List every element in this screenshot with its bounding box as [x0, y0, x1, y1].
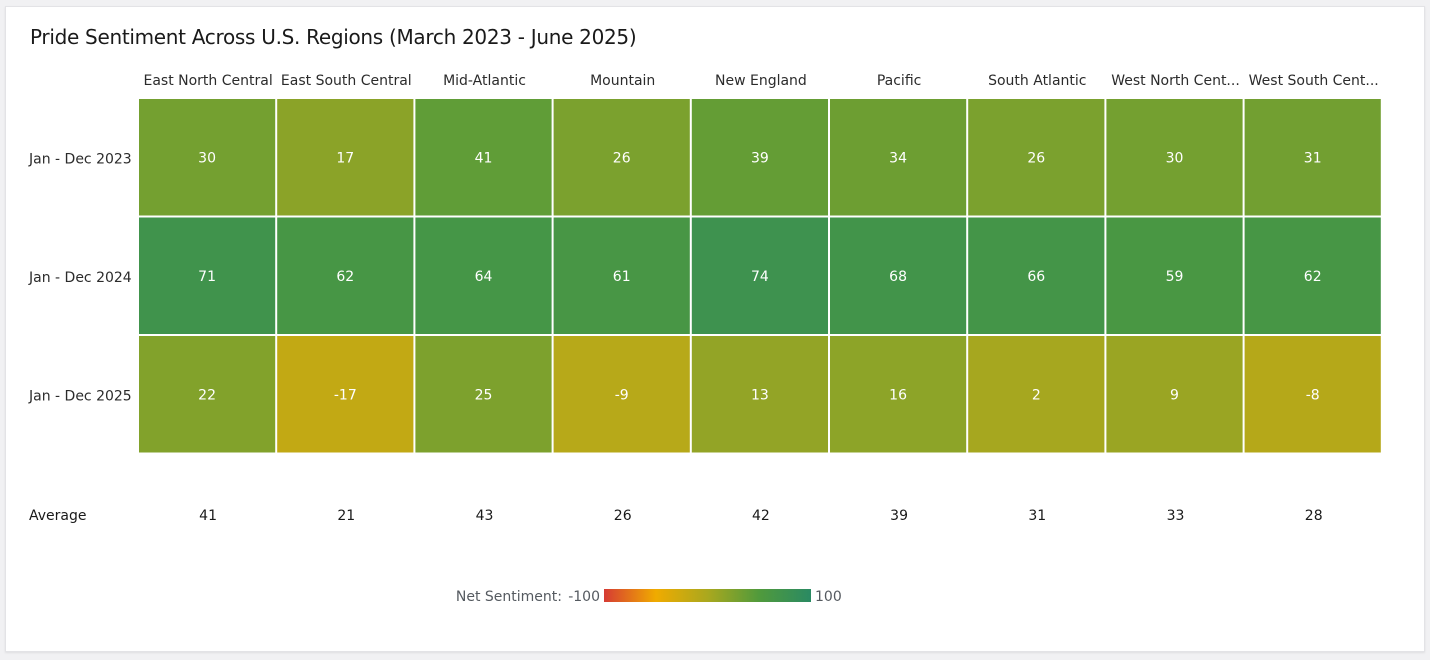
row-header: Jan - Dec 2024: [28, 270, 132, 286]
column-header: West South Cent...: [1249, 73, 1379, 89]
heatmap-cell: [691, 217, 828, 334]
cell-value: 30: [1166, 150, 1184, 166]
cell-value: -8: [1306, 387, 1320, 403]
average-value: 33: [1167, 508, 1185, 524]
heatmap-cell: [277, 217, 414, 334]
average-value: 26: [614, 508, 632, 524]
column-header: South Atlantic: [988, 73, 1086, 89]
average-label: Average: [29, 508, 87, 524]
column-header: East North Central: [143, 73, 272, 89]
cell-value: 9: [1170, 387, 1179, 403]
heatmap-cell: [277, 336, 414, 453]
heatmap-cell: [691, 99, 828, 216]
cell-value: 16: [889, 387, 907, 403]
heatmap-cell: [968, 99, 1105, 216]
cell-value: 31: [1304, 150, 1322, 166]
cell-value: 59: [1166, 269, 1184, 285]
heatmap-cell: [1106, 217, 1243, 334]
heatmap-cell: [691, 336, 828, 453]
heatmap-cell: [1244, 99, 1381, 216]
heatmap-cell: [415, 217, 552, 334]
heatmap-cell: [415, 336, 552, 453]
row-headers: Jan - Dec 2023 Jan - Dec 2024 Jan - Dec 20…: [28, 151, 132, 404]
legend-min-label: -100: [568, 589, 600, 605]
cell-value: 25: [475, 387, 493, 403]
average-value: 39: [890, 508, 908, 524]
heatmap-cell: [830, 217, 967, 334]
cell-value: 41: [475, 150, 493, 166]
average-value: 31: [1028, 508, 1046, 524]
heatmap-cells: 30 17 41 26 39 34 26 30 31 71 62 64 61 74 68 66 59 62 22 -1…: [139, 99, 1381, 453]
cell-value: 66: [1027, 269, 1045, 285]
heatmap-cell: [277, 99, 414, 216]
heatmap-cell: [139, 217, 276, 334]
heatmap-cell: [968, 217, 1105, 334]
row-header: Jan - Dec 2025: [28, 388, 132, 404]
column-header: Mountain: [590, 73, 655, 89]
average-value: 42: [752, 508, 770, 524]
heatmap-cell: [139, 336, 276, 453]
cell-value: 22: [198, 387, 216, 403]
column-headers: East North Central East South Central Mid-…: [143, 73, 1378, 89]
column-header: West North Cent...: [1111, 73, 1240, 89]
legend-label: Net Sentiment:: [456, 589, 562, 605]
average-value: 41: [199, 508, 217, 524]
heatmap-cell: [1244, 217, 1381, 334]
color-legend: Net Sentiment: -100 100: [456, 589, 842, 605]
cell-value: 17: [336, 150, 354, 166]
cell-value: 64: [475, 269, 493, 285]
cell-value: 62: [1304, 269, 1322, 285]
column-header: Pacific: [877, 73, 922, 89]
heatmap-cell: [553, 217, 690, 334]
column-header: Mid-Atlantic: [443, 73, 526, 89]
heatmap-cell: [830, 336, 967, 453]
heatmap-cell: [139, 99, 276, 216]
average-value: 21: [337, 508, 355, 524]
cell-value: 68: [889, 269, 907, 285]
averages-row: Average 41 21 43 26 42 39 31 33 28: [29, 508, 1323, 524]
heatmap-cell: [1244, 336, 1381, 453]
cell-value: 30: [198, 150, 216, 166]
cell-value: -9: [615, 387, 629, 403]
heatmap-cell: [1106, 336, 1243, 453]
average-value: 43: [476, 508, 494, 524]
chart-title: Pride Sentiment Across U.S. Regions (Mar…: [30, 25, 637, 49]
cell-value: 13: [751, 387, 769, 403]
heatmap-cell: [1106, 99, 1243, 216]
column-header: New England: [715, 73, 807, 89]
heatmap-cell: [553, 336, 690, 453]
column-header: East South Central: [281, 73, 412, 89]
heatmap-cell: [415, 99, 552, 216]
heatmap-cell: [968, 336, 1105, 453]
cell-value: 2: [1032, 387, 1041, 403]
cell-value: -17: [334, 387, 357, 403]
cell-value: 26: [613, 150, 631, 166]
legend-gradient-bar: [604, 589, 811, 602]
average-value: 28: [1305, 508, 1323, 524]
cell-value: 71: [198, 269, 216, 285]
cell-value: 26: [1027, 150, 1045, 166]
cell-value: 61: [613, 269, 631, 285]
cell-value: 62: [336, 269, 354, 285]
cell-value: 34: [889, 150, 907, 166]
heatmap-cell: [553, 99, 690, 216]
row-header: Jan - Dec 2023: [28, 151, 132, 167]
legend-max-label: 100: [815, 589, 842, 605]
heatmap-cell: [830, 99, 967, 216]
cell-value: 74: [751, 269, 769, 285]
cell-value: 39: [751, 150, 769, 166]
